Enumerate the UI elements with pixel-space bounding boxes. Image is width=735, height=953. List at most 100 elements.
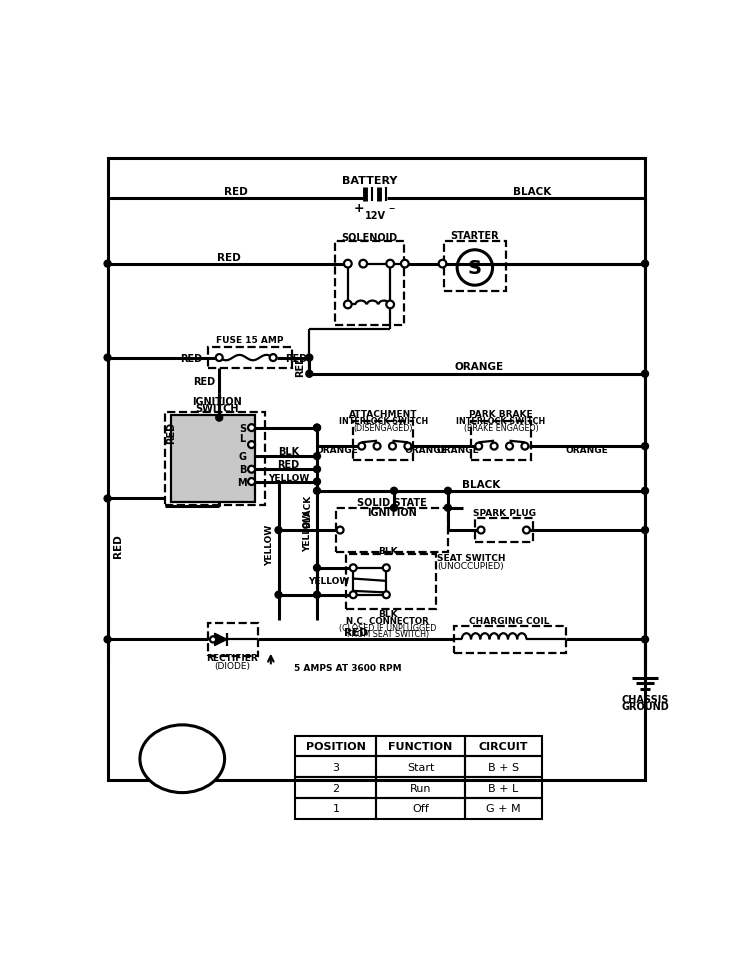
Circle shape: [642, 261, 648, 268]
Circle shape: [104, 637, 111, 643]
Text: (CLOSED IF UNPLUGGED: (CLOSED IF UNPLUGGED: [339, 623, 437, 632]
Bar: [465, 757, 542, 778]
Text: YELLOW: YELLOW: [308, 577, 349, 586]
Circle shape: [306, 371, 313, 377]
Text: B: B: [239, 465, 246, 475]
Bar: [295, 778, 376, 799]
Text: S: S: [239, 423, 246, 434]
Circle shape: [248, 478, 255, 485]
Text: G: G: [238, 452, 246, 461]
Text: 3: 3: [332, 762, 340, 772]
Text: PARK BRAKE: PARK BRAKE: [469, 410, 533, 418]
Text: B + S: B + S: [488, 762, 519, 772]
Text: B + L: B + L: [488, 782, 518, 793]
Text: RED: RED: [277, 459, 300, 469]
Bar: [354, 568, 387, 595]
Text: Off: Off: [412, 803, 429, 814]
Bar: [208, 623, 258, 656]
Circle shape: [642, 637, 648, 643]
Circle shape: [216, 355, 223, 361]
Text: RED: RED: [193, 376, 215, 386]
Circle shape: [383, 565, 390, 572]
Text: YELLOW: YELLOW: [268, 474, 309, 482]
Text: RED: RED: [113, 534, 123, 557]
Text: 12V: 12V: [365, 211, 386, 221]
Text: (DISENGAGED): (DISENGAGED): [354, 424, 413, 433]
Circle shape: [314, 454, 320, 460]
Text: BLK: BLK: [278, 446, 299, 456]
Circle shape: [337, 527, 343, 534]
Text: SPARK PLUG: SPARK PLUG: [473, 508, 536, 517]
Circle shape: [506, 443, 513, 450]
Text: RED: RED: [224, 187, 248, 197]
Text: 2: 2: [332, 782, 340, 793]
Circle shape: [306, 355, 313, 361]
Text: ATTACHMENT: ATTACHMENT: [349, 410, 417, 418]
Text: 5 AMPS AT 3600 RPM: 5 AMPS AT 3600 RPM: [294, 663, 401, 673]
Bar: [337, 508, 448, 553]
Text: RED: RED: [180, 354, 202, 363]
Text: INTERLOCK SWITCH: INTERLOCK SWITCH: [456, 416, 545, 426]
Text: CHASSIS: CHASSIS: [621, 694, 669, 704]
Text: M: M: [237, 477, 247, 487]
Bar: [376, 778, 465, 799]
Bar: [465, 736, 542, 757]
Circle shape: [248, 441, 255, 449]
Circle shape: [344, 260, 351, 268]
Text: SOLENOID: SOLENOID: [341, 233, 398, 242]
Circle shape: [104, 261, 111, 268]
Text: G: G: [156, 768, 165, 781]
Circle shape: [401, 260, 409, 268]
Text: FUSE 15 AMP: FUSE 15 AMP: [216, 336, 284, 345]
Circle shape: [275, 592, 282, 598]
Circle shape: [642, 371, 648, 377]
Circle shape: [359, 260, 367, 268]
Circle shape: [390, 505, 398, 512]
Text: GROUND: GROUND: [621, 701, 669, 712]
Text: FROM SEAT SWITCH): FROM SEAT SWITCH): [347, 630, 429, 639]
Text: CHARGING COIL: CHARGING COIL: [469, 616, 550, 625]
Text: IGNITION: IGNITION: [192, 396, 242, 406]
Circle shape: [387, 301, 394, 309]
Bar: [295, 736, 376, 757]
Circle shape: [314, 488, 320, 495]
Circle shape: [523, 527, 530, 534]
Circle shape: [383, 592, 390, 598]
Circle shape: [445, 488, 451, 495]
Text: SWITCH: SWITCH: [196, 403, 239, 414]
Text: ORANGE: ORANGE: [315, 446, 359, 455]
Circle shape: [445, 505, 451, 512]
Text: BLACK: BLACK: [514, 187, 552, 197]
Bar: [295, 757, 376, 778]
Text: –: –: [389, 202, 395, 214]
Text: RED: RED: [344, 628, 368, 638]
Bar: [471, 422, 531, 460]
Circle shape: [521, 443, 528, 450]
Text: POSITION: POSITION: [306, 741, 366, 751]
Circle shape: [642, 488, 648, 495]
Circle shape: [457, 251, 492, 286]
Polygon shape: [215, 634, 227, 646]
Bar: [171, 416, 256, 502]
Circle shape: [642, 443, 648, 450]
Circle shape: [373, 443, 381, 450]
Text: BLK: BLK: [378, 609, 398, 618]
Text: INTERLOCK SWITCH: INTERLOCK SWITCH: [339, 416, 428, 426]
Text: B: B: [157, 753, 165, 765]
Bar: [376, 799, 465, 819]
Circle shape: [642, 527, 648, 534]
Circle shape: [248, 425, 255, 432]
Circle shape: [387, 260, 394, 268]
Bar: [345, 555, 437, 610]
Circle shape: [491, 443, 498, 450]
Text: BLACK: BLACK: [462, 479, 500, 489]
Text: N.C. CONNECTOR: N.C. CONNECTOR: [346, 616, 429, 625]
Circle shape: [389, 443, 396, 450]
Text: L: L: [239, 434, 245, 444]
Circle shape: [104, 496, 111, 502]
Text: ORANGE: ORANGE: [437, 446, 479, 455]
Bar: [465, 778, 542, 799]
Bar: [295, 799, 376, 819]
Text: FUNCTION: FUNCTION: [389, 741, 453, 751]
Text: (DIODE): (DIODE): [215, 661, 251, 670]
